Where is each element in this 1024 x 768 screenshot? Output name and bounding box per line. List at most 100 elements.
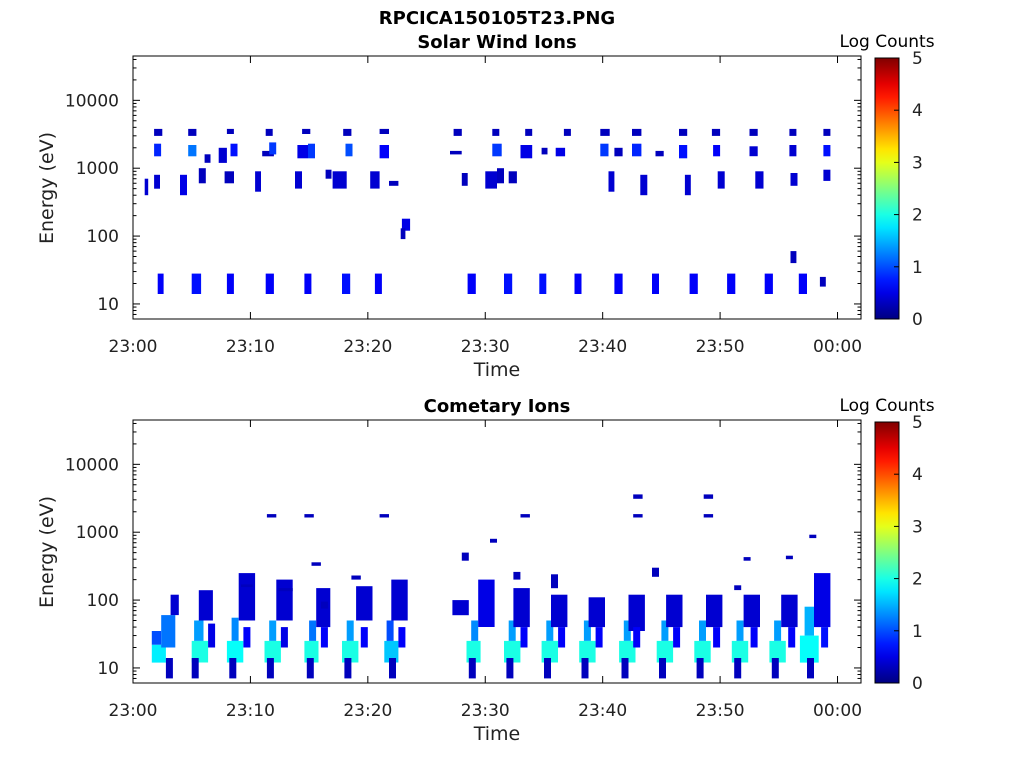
spectrogram-cell xyxy=(814,573,831,628)
figure-title: RPCICA150105T23.PNG xyxy=(379,8,615,29)
x-tick-label: 23:00 xyxy=(109,701,158,721)
spectrogram-cell xyxy=(750,627,758,648)
spectrogram-cell xyxy=(400,228,406,240)
spectrogram-cell xyxy=(731,640,749,663)
spectrogram-cell xyxy=(619,640,636,663)
colorbar-tick-label: 1 xyxy=(912,258,923,278)
spectrogram-cell xyxy=(633,514,643,518)
colorbar-gradient xyxy=(874,421,900,684)
spectrogram-cell xyxy=(703,514,714,518)
spectrogram-cell xyxy=(231,617,239,641)
spectrogram-cell xyxy=(302,128,311,134)
spectrogram-cell xyxy=(389,180,399,186)
spectrogram-cell xyxy=(823,128,831,136)
spectrogram-cell xyxy=(226,640,244,663)
spectrogram-cell xyxy=(679,145,688,159)
spectrogram-cell xyxy=(384,640,399,663)
spectrogram-cell xyxy=(809,534,817,539)
spectrogram-cell xyxy=(614,273,623,294)
spectrogram-cell xyxy=(188,128,197,136)
spectrogram-cell xyxy=(789,128,797,136)
spectrogram-cell xyxy=(621,658,629,679)
spectrogram-cell xyxy=(374,273,382,294)
spectrogram-cell xyxy=(541,640,558,663)
spectrogram-cell xyxy=(656,640,674,663)
spectrogram-cell xyxy=(309,620,317,641)
spectrogram-cell xyxy=(452,600,469,616)
spectrogram-cell xyxy=(713,627,721,648)
x-tick-label: 23:20 xyxy=(343,337,392,357)
cometary-spectrogram xyxy=(151,494,831,679)
spectrogram-cell xyxy=(583,620,591,641)
spectrogram-cell xyxy=(450,150,462,155)
x-tick-label: 23:40 xyxy=(578,701,627,721)
spectrogram-cell xyxy=(659,658,666,679)
spectrogram-cell xyxy=(266,514,277,518)
spectrogram-cell xyxy=(632,128,642,136)
x-tick-label: 00:00 xyxy=(813,701,862,721)
x-tick-label: 23:20 xyxy=(343,701,392,721)
y-tick-label: 1000 xyxy=(76,523,119,543)
spectrogram-cell xyxy=(755,171,764,189)
spectrogram-cell xyxy=(325,169,332,179)
spectrogram-cell xyxy=(398,627,406,648)
spectrogram-cell xyxy=(320,627,328,648)
spectrogram-cell xyxy=(679,128,688,136)
spectrogram-cell xyxy=(306,658,314,679)
colorbar-tick-label: 3 xyxy=(912,517,923,537)
spectrogram-cell xyxy=(508,620,516,641)
spectrogram-cell xyxy=(774,620,782,641)
spectrogram-cell xyxy=(614,147,623,157)
x-tick-label: 23:00 xyxy=(109,337,158,357)
spectrogram-cell xyxy=(332,171,347,189)
spectrogram-cell xyxy=(461,173,468,186)
spectrogram-cell xyxy=(265,273,274,294)
cometary-x-label: Time xyxy=(473,723,521,745)
spectrogram-cell xyxy=(666,594,683,628)
spectrogram-cell xyxy=(311,562,321,566)
spectrogram-cell xyxy=(342,273,351,294)
spectrogram-cell xyxy=(391,579,408,621)
solar-wind-plot-frame xyxy=(132,55,862,320)
spectrogram-cell xyxy=(785,555,793,560)
spectrogram-cell xyxy=(551,574,558,589)
spectrogram-cell xyxy=(386,620,394,641)
cometary-y-axis: 10 100 1000 10000 xyxy=(65,422,861,684)
spectrogram-cell xyxy=(154,174,160,189)
spectrogram-cell xyxy=(144,178,149,196)
spectrogram-cell xyxy=(504,273,513,294)
spectrogram-cell xyxy=(466,640,481,663)
spectrogram-cell xyxy=(799,635,819,663)
spectrogram-cell xyxy=(360,627,368,648)
spectrogram-cell xyxy=(699,620,706,641)
colorbar-tick-label: 4 xyxy=(912,465,923,485)
cometary-colorbar: 0 1 2 3 4 5 xyxy=(874,413,923,694)
spectrogram-cell xyxy=(342,640,359,663)
spectrogram-cell xyxy=(497,168,504,184)
colorbar-gradient xyxy=(874,57,900,320)
spectrogram-cell xyxy=(632,143,642,157)
spectrogram-cell xyxy=(749,128,758,136)
panel-title-solar-wind: Solar Wind Ions xyxy=(417,32,576,53)
spectrogram-cell xyxy=(230,143,238,157)
spectrogram-cell xyxy=(269,620,277,641)
spectrogram-cell xyxy=(161,615,176,648)
spectrogram-cell xyxy=(581,658,589,679)
colorbar-tick-label: 5 xyxy=(912,49,923,69)
spectrogram-cell xyxy=(191,640,209,663)
spectrogram-cell xyxy=(351,575,361,580)
spectrogram-cell xyxy=(628,594,645,631)
spectrogram-cell xyxy=(823,145,831,157)
solar-wind-y-label: Energy (eV) xyxy=(36,132,58,244)
spectrogram-cell xyxy=(453,128,462,136)
spectrogram-cell xyxy=(749,146,758,157)
spectrogram-cell xyxy=(194,620,204,641)
spectrogram-cell xyxy=(684,174,691,196)
spectrogram-cell xyxy=(771,658,779,679)
spectrogram-cell xyxy=(555,147,566,157)
x-tick-label: 23:50 xyxy=(696,337,745,357)
spectrogram-cell xyxy=(471,620,479,641)
colorbar-tick-label: 4 xyxy=(912,101,923,121)
